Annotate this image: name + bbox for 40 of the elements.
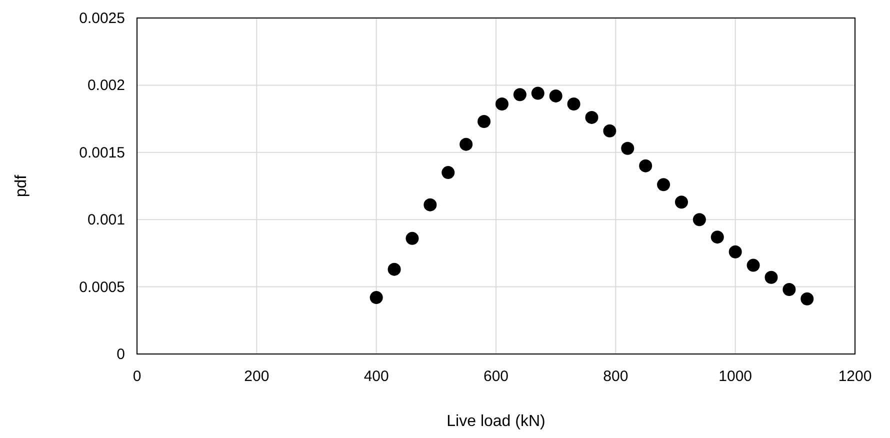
y-tick-label: 0.0005 [79, 278, 125, 296]
point [460, 138, 473, 151]
point [424, 198, 437, 212]
x-tick-label: 0 [132, 368, 142, 385]
x-tick-label: 400 [364, 368, 389, 385]
y-tick-label: 0.002 [87, 77, 125, 94]
point [674, 196, 688, 209]
point [388, 262, 401, 276]
x-tick-label: 1000 [718, 368, 752, 385]
y-tick-label: 0.0015 [79, 144, 125, 162]
y-tick-label: 0.0025 [79, 10, 125, 27]
x-tick-label: 200 [244, 368, 270, 385]
point [603, 124, 616, 138]
x-tick-label: 600 [483, 368, 509, 385]
y-tick-label: 0 [116, 346, 125, 363]
point [746, 258, 760, 272]
point [728, 245, 742, 258]
point [692, 213, 706, 226]
y-tick-label: 0.001 [87, 212, 125, 229]
point [549, 89, 562, 102]
point [531, 86, 544, 100]
point [621, 142, 634, 155]
point [639, 159, 652, 172]
point [513, 88, 526, 102]
y-axis-title: pdf [13, 174, 30, 198]
point [567, 98, 580, 111]
point [406, 232, 419, 245]
point [370, 291, 383, 304]
point [478, 114, 491, 128]
x-tick-label: 800 [603, 368, 628, 385]
point [800, 292, 814, 306]
point [442, 166, 455, 180]
point [657, 178, 670, 192]
point [495, 98, 508, 111]
x-tick-label: 1200 [838, 368, 872, 385]
point [782, 282, 796, 296]
point [710, 230, 724, 244]
x-axis-title: Live load (kN) [446, 413, 546, 430]
point [585, 110, 598, 124]
point [764, 270, 778, 284]
